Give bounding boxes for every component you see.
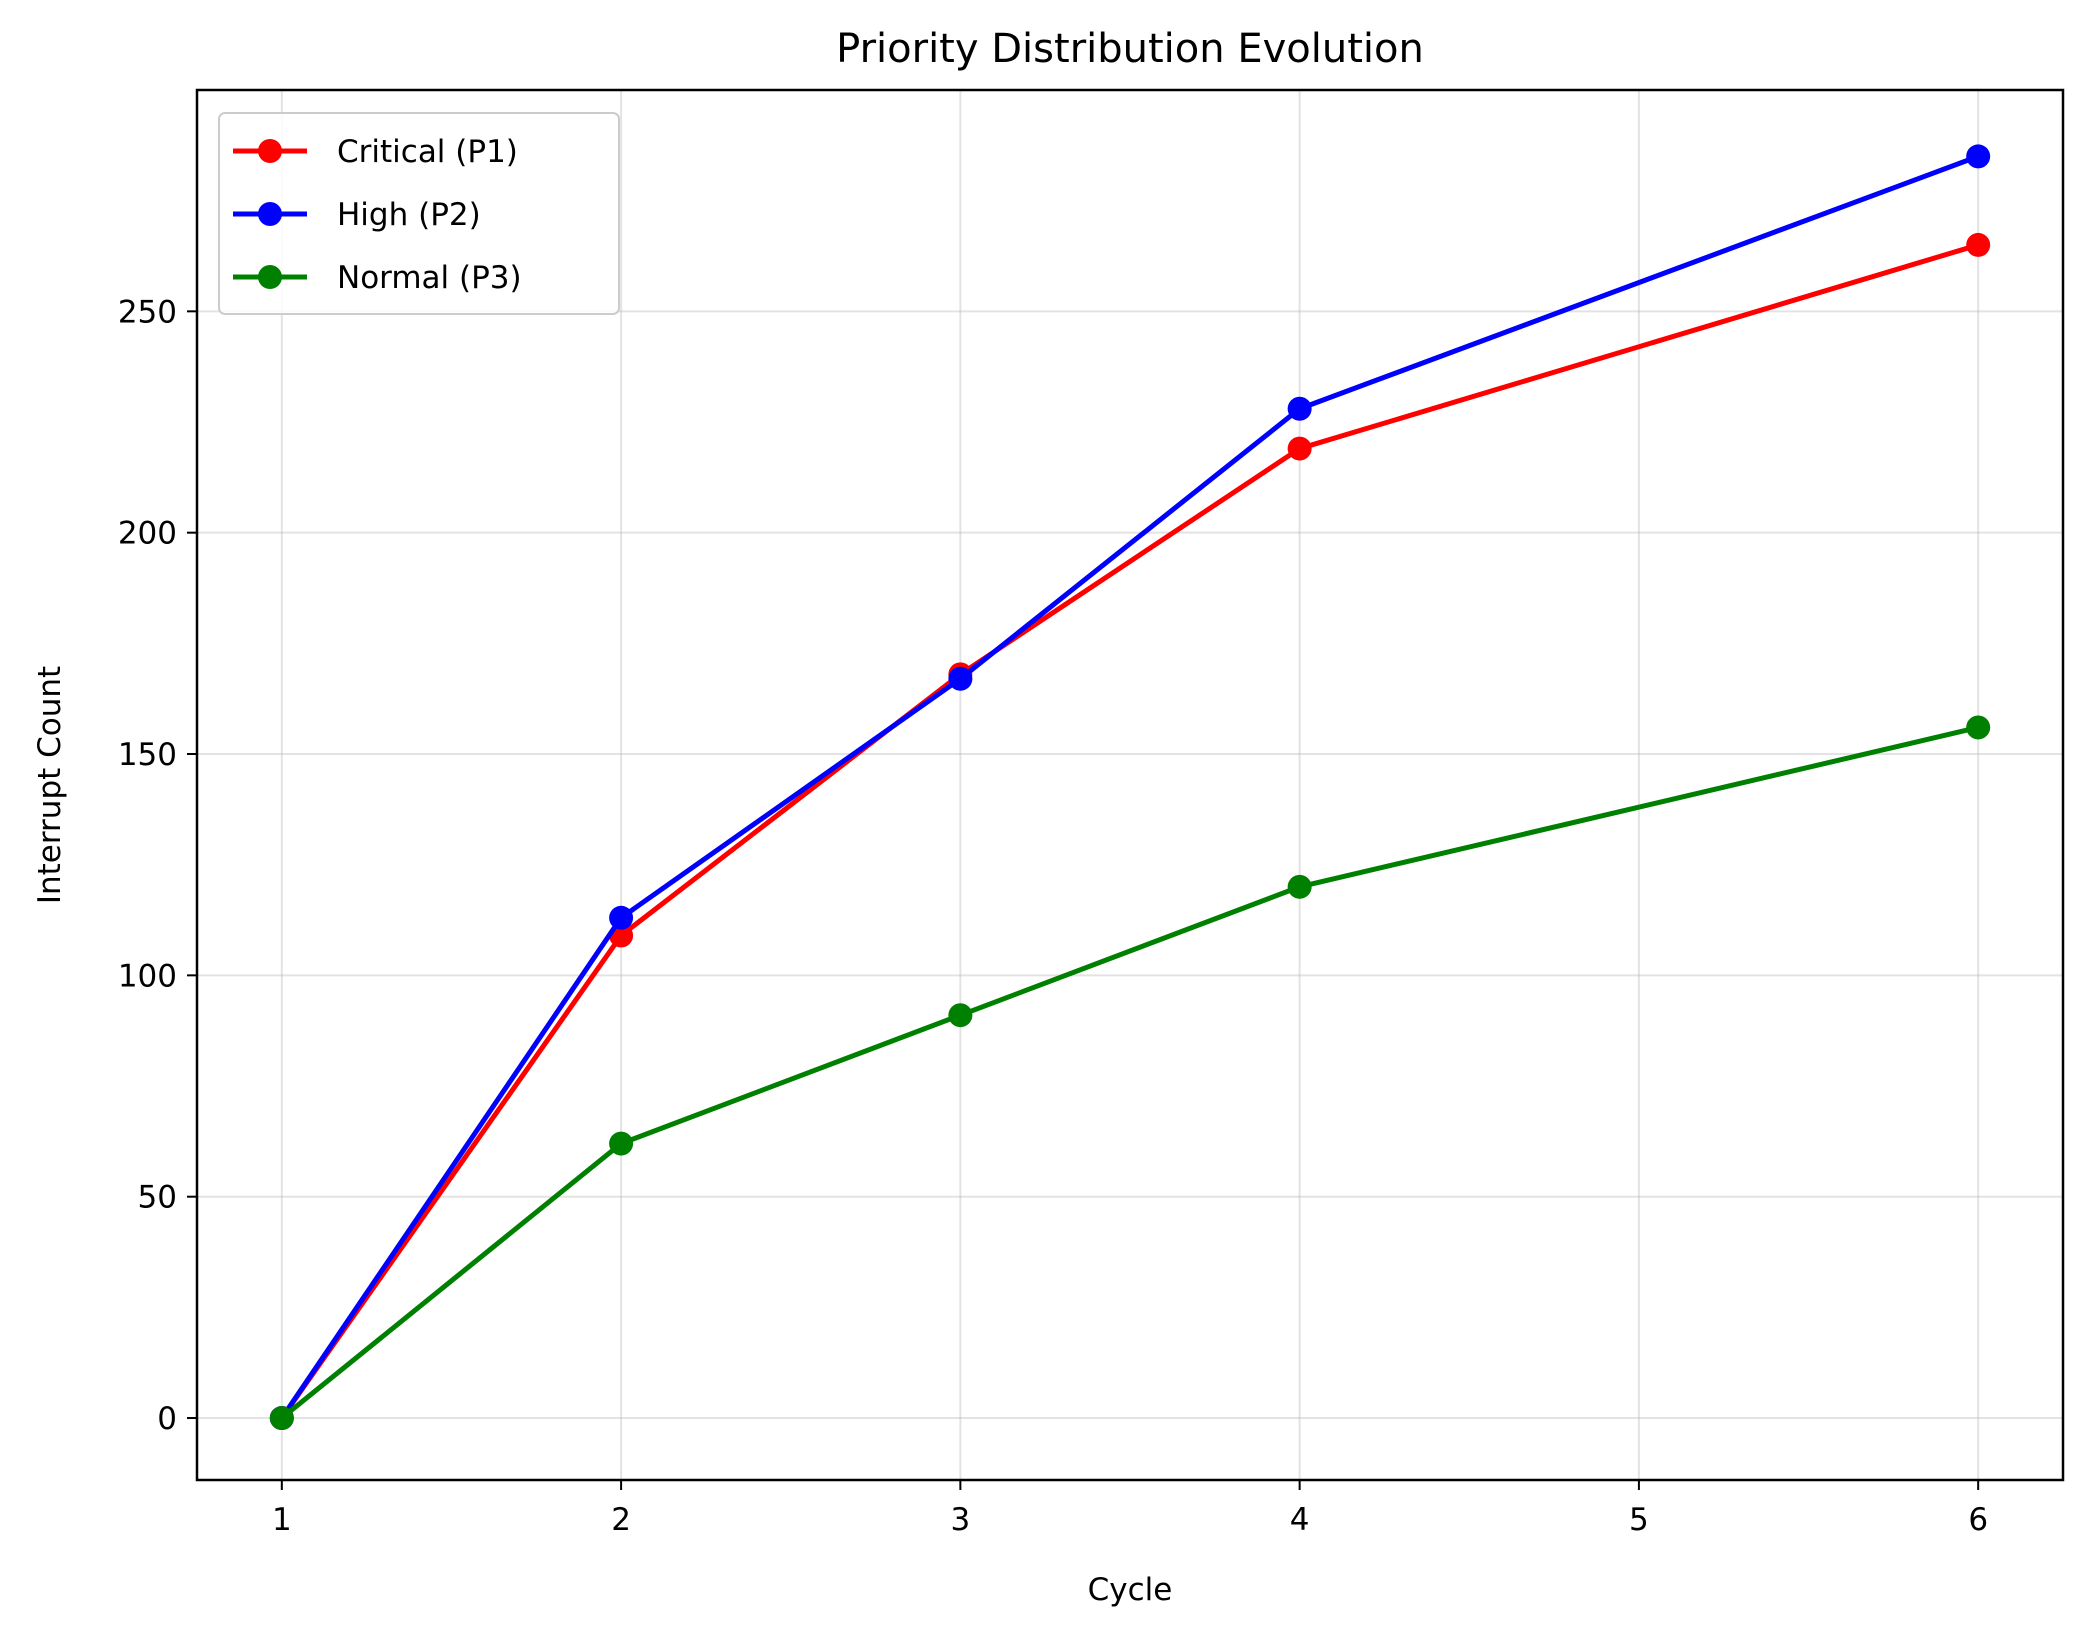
data-point — [1287, 436, 1312, 461]
legend-swatch-marker — [258, 202, 282, 226]
series-1 — [269, 232, 1991, 1431]
plot-series — [269, 144, 1991, 1431]
data-point — [1287, 396, 1312, 421]
x-tick-label: 4 — [1290, 1502, 1310, 1538]
data-point — [609, 905, 634, 930]
y-tick-label: 0 — [157, 1401, 177, 1437]
x-tick-label: 3 — [950, 1502, 970, 1538]
axis-ticks: 1 2 3 4 5 6 0 50 100 150 200 250 — [118, 294, 1988, 1538]
y-tick-label: 50 — [138, 1180, 177, 1216]
legend-swatch-marker — [258, 265, 282, 289]
legend-item: Normal (P3) — [233, 260, 522, 296]
legend-item: High (P2) — [233, 197, 481, 233]
legend-swatch-marker — [258, 139, 282, 163]
x-tick-label: 5 — [1629, 1502, 1649, 1538]
series-line — [280, 725, 1979, 1420]
legend: Critical (P1) High (P2) Normal (P3) — [218, 112, 620, 315]
data-point — [948, 1003, 973, 1028]
x-axis-title: Cycle — [1088, 1572, 1173, 1608]
plot-frame — [195, 88, 2065, 1482]
data-point — [948, 666, 973, 691]
x-tick-label: 6 — [1968, 1502, 1988, 1538]
data-point — [1966, 232, 1991, 257]
chart-title: Priority Distribution Evolution — [836, 26, 1424, 72]
legend-box — [218, 112, 620, 315]
y-tick-label: 150 — [118, 737, 177, 773]
series-line — [279, 242, 1979, 1420]
legend-label: High (P2) — [337, 197, 481, 233]
y-axis-title: Interrupt Count — [32, 666, 68, 904]
legend-label: Critical (P1) — [337, 134, 518, 170]
legend-label: Normal (P3) — [337, 260, 522, 296]
data-point — [1287, 874, 1312, 899]
y-tick-label: 200 — [118, 516, 177, 552]
data-point — [1966, 715, 1991, 740]
y-tick-label: 100 — [118, 958, 177, 994]
data-point — [609, 1131, 634, 1156]
x-tick-label: 1 — [272, 1502, 292, 1538]
y-tick-label: 250 — [118, 294, 177, 330]
data-point — [1966, 144, 1991, 169]
series-3 — [269, 715, 1991, 1431]
x-tick-label: 2 — [611, 1502, 631, 1538]
legend-item: Critical (P1) — [233, 134, 518, 170]
data-point — [269, 1406, 294, 1431]
